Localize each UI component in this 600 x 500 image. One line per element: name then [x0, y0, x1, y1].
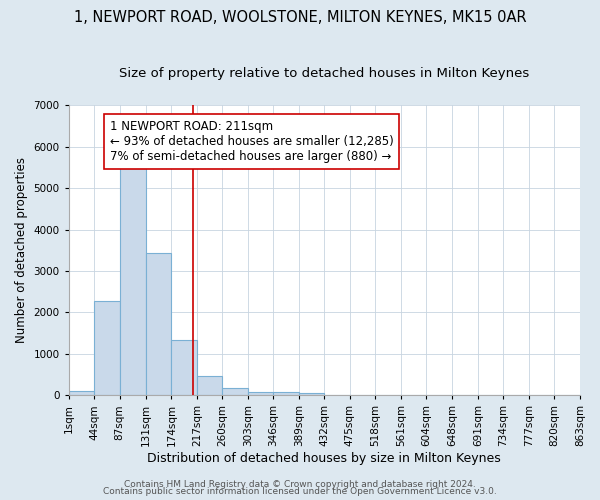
Text: Contains HM Land Registry data © Crown copyright and database right 2024.: Contains HM Land Registry data © Crown c… [124, 480, 476, 489]
Y-axis label: Number of detached properties: Number of detached properties [15, 158, 28, 344]
Text: Contains public sector information licensed under the Open Government Licence v3: Contains public sector information licen… [103, 487, 497, 496]
Bar [69, 391, 94, 396]
X-axis label: Distribution of detached houses by size in Milton Keynes: Distribution of detached houses by size … [148, 452, 501, 465]
Bar [299, 393, 325, 396]
Bar [120, 168, 146, 396]
Title: Size of property relative to detached houses in Milton Keynes: Size of property relative to detached ho… [119, 68, 529, 80]
Bar [146, 253, 172, 396]
Bar [223, 388, 248, 396]
Bar [274, 392, 299, 396]
Text: 1, NEWPORT ROAD, WOOLSTONE, MILTON KEYNES, MK15 0AR: 1, NEWPORT ROAD, WOOLSTONE, MILTON KEYNE… [74, 10, 526, 25]
Bar [248, 392, 274, 396]
Text: 1 NEWPORT ROAD: 211sqm
← 93% of detached houses are smaller (12,285)
7% of semi-: 1 NEWPORT ROAD: 211sqm ← 93% of detached… [110, 120, 394, 163]
Bar [172, 340, 197, 396]
Bar [197, 376, 223, 396]
Bar [94, 301, 120, 396]
